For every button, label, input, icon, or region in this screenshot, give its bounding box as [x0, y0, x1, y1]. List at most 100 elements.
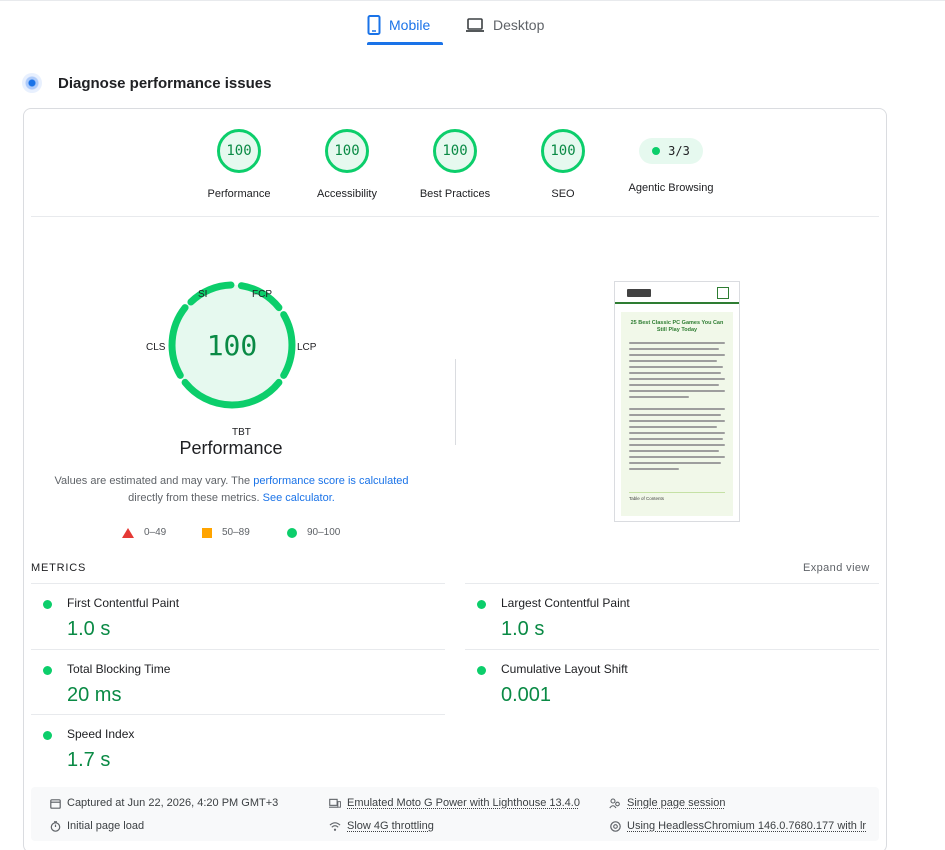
- metric-name: Largest Contentful Paint: [501, 596, 630, 610]
- category-label: SEO: [551, 188, 575, 200]
- browser-info: Using HeadlessChromium 146.0.7680.177 wi…: [609, 820, 866, 832]
- performance-score: 100: [206, 328, 258, 362]
- wifi-icon: [329, 820, 341, 832]
- gauge-arc-cls: [168, 304, 189, 379]
- phone-icon: [367, 15, 381, 35]
- text-line: [629, 360, 717, 362]
- agentic-score-pill: 3/3: [639, 138, 703, 164]
- average-square-icon: [202, 527, 212, 538]
- load-text: Initial page load: [67, 820, 145, 832]
- text-line: [629, 420, 725, 422]
- device-info: Emulated Moto G Power with Lighthouse 13…: [329, 797, 580, 809]
- device-text[interactable]: Emulated Moto G Power with Lighthouse 13…: [347, 797, 580, 809]
- final-screenshot[interactable]: 25 Best Classic PC Games You Can Still P…: [614, 281, 740, 522]
- session-info: Single page session: [609, 797, 725, 809]
- performance-metric-gauge: [168, 281, 296, 409]
- tab-mobile-label: Mobile: [389, 17, 431, 33]
- pass-dot-icon: [477, 666, 486, 675]
- pass-dot-icon: [43, 600, 52, 609]
- text-line: [629, 444, 725, 446]
- gauge-label-fcp: FCP: [252, 289, 272, 300]
- text-line: [629, 366, 723, 368]
- category-performance[interactable]: 100 Performance: [179, 129, 299, 200]
- fail-triangle-icon: [122, 527, 134, 538]
- report-card: 100 Performance 100 Accessibility 100 Be…: [23, 108, 887, 850]
- tab-desktop-label: Desktop: [493, 17, 545, 33]
- captured-info: Captured at Jun 22, 2026, 4:20 PM GMT+3: [49, 797, 278, 809]
- text-line: [629, 390, 725, 392]
- text-line: [629, 432, 725, 434]
- metric-value: 1.0 s: [501, 618, 545, 640]
- score-calculated-link[interactable]: performance score is calculated: [253, 475, 409, 487]
- score-legend: 0–49 50–89 90–100: [122, 527, 382, 541]
- load-info: Initial page load: [49, 820, 144, 832]
- performance-gauge: 100: [217, 129, 261, 173]
- text-line: [629, 372, 721, 374]
- accessibility-gauge: 100: [325, 129, 369, 173]
- note-text: Values are estimated and may vary. The: [54, 475, 254, 487]
- metrics-heading: METRICS: [31, 562, 87, 574]
- gauge-arc-fcp: [237, 282, 283, 312]
- see-calculator-link[interactable]: See calculator.: [262, 492, 335, 504]
- text-line: [629, 414, 721, 416]
- score-note: Values are estimated and may vary. The p…: [54, 473, 409, 507]
- metric-divider: [465, 649, 879, 650]
- metric-value: 1.7 s: [67, 749, 111, 771]
- pass-dot-icon: [43, 666, 52, 675]
- throttling-text[interactable]: Slow 4G throttling: [347, 820, 434, 832]
- text-line: [629, 342, 725, 344]
- gauge-label-si: SI: [198, 289, 208, 300]
- session-text[interactable]: Single page session: [627, 797, 726, 809]
- category-label: Best Practices: [419, 188, 491, 200]
- legend-fail: 0–49: [122, 527, 166, 538]
- metric-lcp: Largest Contentful Paint 1.0 s: [465, 591, 865, 651]
- timer-icon: [49, 820, 61, 832]
- category-seo[interactable]: 100 SEO: [503, 129, 623, 200]
- metric-value: 20 ms: [67, 684, 122, 706]
- text-line: [629, 456, 725, 458]
- section-heading: Diagnose performance issues: [22, 70, 271, 96]
- tab-desktop[interactable]: Desktop: [465, 6, 544, 44]
- gauge-arc-si: [187, 281, 235, 306]
- seo-gauge: 100: [541, 129, 585, 173]
- category-agentic-browsing[interactable]: 3/3 Agentic Browsing: [611, 129, 731, 194]
- metric-value: 0.001: [501, 684, 552, 706]
- text-line: [629, 354, 725, 356]
- gauge-label-tbt: TBT: [232, 427, 251, 438]
- metric-si: Speed Index 1.7 s: [31, 722, 431, 782]
- devices-icon: [329, 797, 341, 809]
- active-tab-indicator: [367, 42, 443, 45]
- note-text: directly from these metrics.: [128, 492, 263, 504]
- tab-mobile[interactable]: Mobile: [367, 6, 430, 44]
- thumb-toc: Table of Contents: [629, 492, 725, 504]
- metric-fcp: First Contentful Paint 1.0 s: [31, 591, 431, 651]
- legend-fail-label: 0–49: [144, 527, 167, 538]
- category-best-practices[interactable]: 100 Best Practices: [395, 129, 515, 200]
- expand-view-toggle[interactable]: Expand view: [803, 562, 870, 574]
- metric-name: Speed Index: [67, 727, 135, 741]
- category-label: Performance: [207, 188, 271, 200]
- metric-divider: [31, 649, 445, 650]
- text-line: [629, 462, 721, 464]
- gauge-arc-tbt: [181, 378, 283, 409]
- best-practices-gauge: 100: [433, 129, 477, 173]
- people-icon: [609, 797, 621, 809]
- chrome-icon: [609, 820, 621, 832]
- text-line: [629, 450, 719, 452]
- thumb-article-title: 25 Best Classic PC Games You Can Still P…: [630, 320, 724, 333]
- text-line: [629, 408, 725, 410]
- metric-divider: [465, 583, 879, 584]
- metric-name: First Contentful Paint: [67, 596, 180, 610]
- text-line: [629, 396, 689, 398]
- category-label: Accessibility: [317, 188, 377, 200]
- metric-cls: Cumulative Layout Shift 0.001: [465, 657, 865, 717]
- diagnose-icon: [22, 73, 42, 93]
- browser-text[interactable]: Using HeadlessChromium 146.0.7680.177 wi…: [627, 820, 867, 832]
- metric-divider: [31, 583, 445, 584]
- calendar-icon: [49, 797, 61, 809]
- gauge-label-cls: CLS: [146, 342, 166, 353]
- category-accessibility[interactable]: 100 Accessibility: [287, 129, 407, 200]
- laptop-icon: [466, 18, 484, 32]
- legend-pass: 90–100: [287, 527, 340, 538]
- legend-pass-label: 90–100: [307, 527, 341, 538]
